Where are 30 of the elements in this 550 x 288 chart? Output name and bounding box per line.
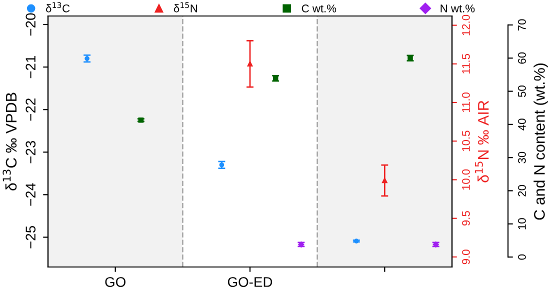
- y3-axis-title: C and N content (wt.%): [534, 63, 548, 220]
- y-tick-label: −20: [26, 13, 36, 36]
- y3-tick-label: 70: [518, 19, 526, 31]
- y-tick-label: −24: [26, 183, 36, 206]
- y-axis-title: δ$^{13}$C ‰ VPDB: [2, 92, 17, 190]
- x-tick-label: GO: [105, 277, 126, 287]
- legend-label: δ$^{15}$N: [174, 2, 198, 12]
- y3-tick-label: 10: [518, 218, 526, 230]
- y3-tick-label: 60: [518, 52, 526, 64]
- y3-tick-label: 50: [518, 86, 526, 97]
- y2-tick-label: 10.5: [462, 130, 470, 152]
- y2-tick-label: 9.0: [462, 250, 470, 264]
- y2-tick-label: 9.5: [462, 211, 470, 226]
- y3-tick-label: 40: [518, 118, 526, 130]
- y2-tick-label: 12.0: [462, 14, 470, 36]
- y2-tick-label: 11.0: [462, 92, 470, 112]
- legend-label: N wt.%: [440, 4, 475, 12]
- legend-label: C wt.%: [302, 4, 336, 12]
- y2-axis-title: δ$^{15}$N ‰ AIR: [474, 100, 489, 182]
- legend-label: δ$^{13}$C: [46, 2, 70, 12]
- y-tick-label: −23: [26, 140, 36, 164]
- y3-tick-label: 0: [518, 254, 526, 260]
- x-tick-label: GO-ED: [228, 277, 272, 287]
- y2-tick-label: 11.5: [462, 54, 470, 74]
- y3-tick-label: 30: [518, 152, 526, 164]
- y-tick-label: −25: [26, 226, 36, 248]
- y3-tick-label: 20: [518, 184, 526, 196]
- y2-tick-label: 10.0: [462, 169, 470, 190]
- y-tick-label: −22: [26, 98, 36, 121]
- y-tick-label: −21: [26, 56, 36, 78]
